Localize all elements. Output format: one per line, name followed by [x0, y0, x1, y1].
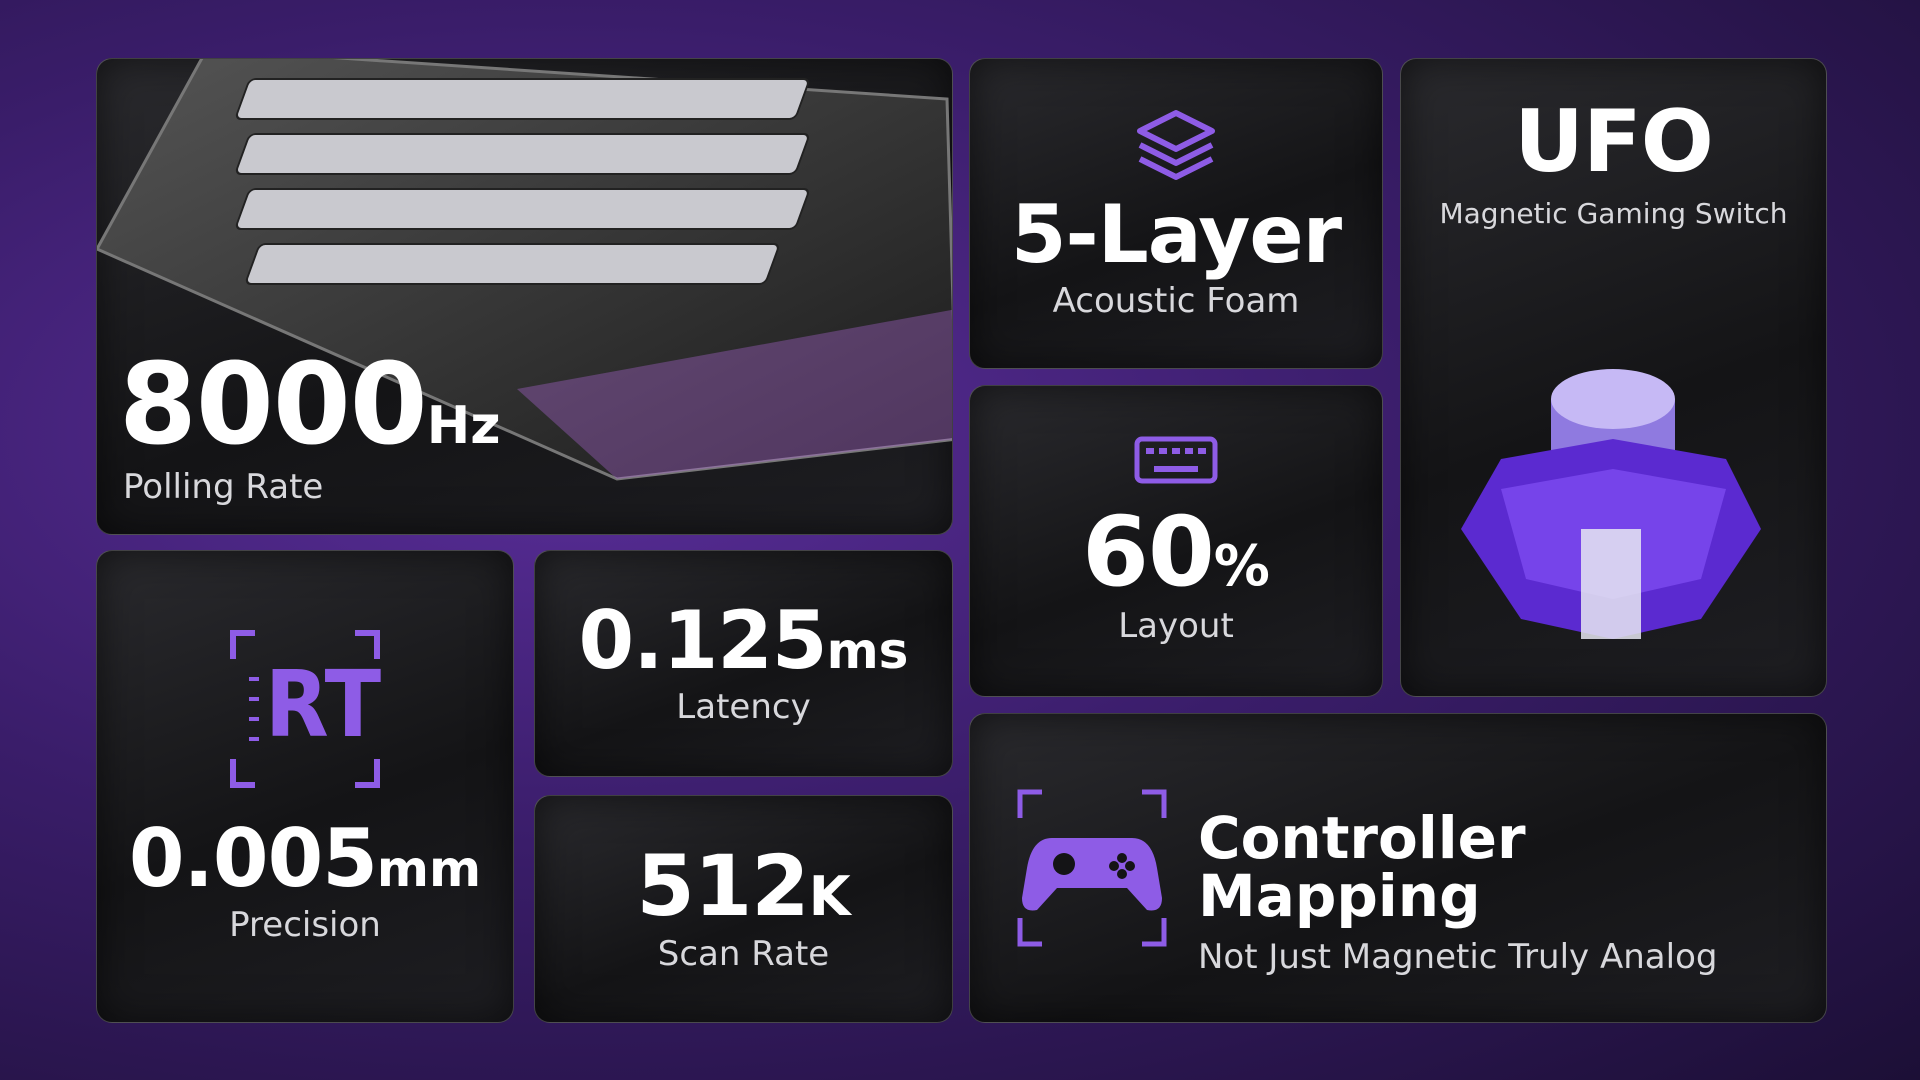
stat-value: 60 — [1082, 496, 1215, 608]
keyboard-illustration — [97, 59, 952, 481]
card-subtitle: Not Just Magnetic Truly Analog — [1198, 937, 1718, 977]
stat-value: 0.005 — [128, 811, 378, 905]
stat-label: Precision — [229, 904, 381, 945]
layers-icon — [1137, 109, 1215, 180]
precision-card: RT 0.005mm Precision — [96, 550, 514, 1023]
stat-unit: ms — [826, 621, 909, 680]
stat-value: 512 — [636, 837, 809, 935]
stat-label: Scan Rate — [657, 934, 830, 974]
card-title: Controller Mapping — [1198, 804, 1526, 930]
stat-value: 8000 — [119, 340, 428, 470]
switch-illustration — [1461, 369, 1761, 639]
stat-unit: Hz — [426, 396, 501, 456]
controller-card: Controller Mapping Not Just Magnetic Tru… — [969, 713, 1827, 1023]
stat-unit: K — [808, 865, 851, 928]
polling-stat: 8000Hz Polling Rate — [119, 349, 501, 507]
card-title: UFO — [1514, 92, 1714, 192]
foam-card: 5-Layer Acoustic Foam — [969, 58, 1383, 369]
switch-card: UFO Magnetic Gaming Switch — [1400, 58, 1827, 697]
stat-value: 0.125 — [578, 593, 828, 687]
gamepad-icon — [1017, 789, 1167, 947]
latency-card: 0.125ms Latency — [534, 550, 953, 777]
scan-card: 512K Scan Rate — [534, 795, 953, 1023]
polling-card: 8000Hz Polling Rate — [96, 58, 953, 535]
stat-label: Latency — [676, 686, 811, 727]
stat-label: Acoustic Foam — [1052, 280, 1300, 321]
stat-unit: mm — [376, 839, 482, 898]
rt-icon: RT — [225, 629, 385, 789]
layout-card: 60% Layout — [969, 385, 1383, 697]
controller-text: Controller Mapping Not Just Magnetic Tru… — [1198, 809, 1826, 977]
stat-label: Layout — [1118, 606, 1234, 646]
keyboard-icon — [1134, 436, 1218, 484]
stat-unit: % — [1213, 534, 1270, 599]
rt-frame — [230, 629, 380, 788]
card-subtitle: Magnetic Gaming Switch — [1439, 197, 1788, 230]
stat-value: 5-Layer — [1010, 187, 1342, 281]
rt-text: RT — [265, 650, 382, 758]
stat-label: Polling Rate — [123, 467, 324, 507]
